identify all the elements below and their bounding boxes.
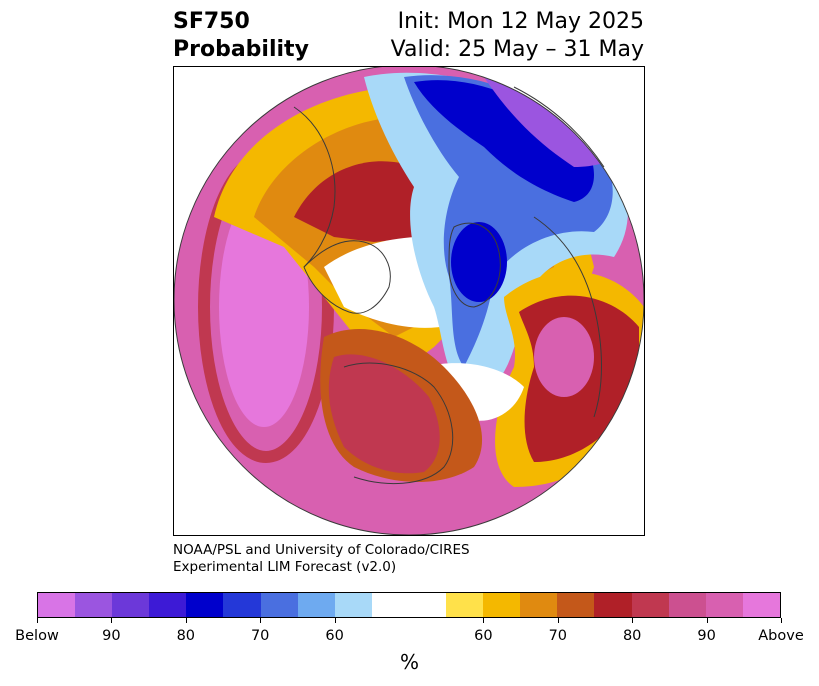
colorbar-tick-mark [483,618,485,623]
colorbar-tick-label: 90 [697,628,716,644]
colorbar-segment [75,593,113,617]
colorbar-tick-mark [632,618,634,623]
above-region-north-america-red [328,354,440,474]
title-variable: SF750 [173,9,250,34]
credit-line-2: Experimental LIM Forecast (v2.0) [173,559,397,575]
colorbar-tick-mark [557,618,559,623]
colorbar-tick-mark [111,618,113,623]
colorbar-segment [631,593,669,617]
init-date: Init: Mon 12 May 2025 [397,9,644,34]
colorbar-segment [446,593,484,617]
coastlines [293,86,605,485]
colorbar-segment [297,593,335,617]
colorbar-tick-mark [260,618,262,623]
credit-line-1: NOAA/PSL and University of Colorado/CIRE… [173,542,470,558]
colorbar-tick-label: 70 [548,628,568,644]
title-right: Init: Mon 12 May 2025 Valid: 25 May – 31… [391,8,644,64]
probability-map [174,67,644,535]
colorbar [37,592,781,618]
colorbar-tick-label: Above [758,628,804,644]
colorbar-segment [483,593,521,617]
colorbar-segment [38,593,76,617]
colorbar-tick-label: Below [15,628,59,644]
colorbar-segment [334,593,372,617]
colorbar-segment [408,593,447,617]
coastline-europe [533,216,602,418]
colorbar-tick-mark [781,618,782,623]
colorbar-segment [186,593,224,617]
coastline-north-america [343,362,454,485]
below-region-deep-blue [414,80,594,202]
colorbar-tick-mark [37,618,38,623]
colorbar-segment [705,593,743,617]
coastline-hudson [303,240,391,314]
valid-range: Valid: 25 May – 31 May [390,37,644,62]
colorbar-tick-label: 80 [176,628,196,644]
coastline-asia [513,86,605,168]
colorbar-segment [223,593,261,617]
colorbar-segment [742,593,780,617]
colorbar-segment [520,593,558,617]
colorbar-segment [112,593,150,617]
colorbar-tick-label: 60 [474,628,493,644]
colorbar-tick-mark [185,618,187,623]
title-left: SF750 Probability [173,8,309,64]
colorbar-segment [371,593,409,617]
colorbar-tick-label: 90 [102,628,121,644]
credit-text: NOAA/PSL and University of Colorado/CIRE… [173,542,470,576]
coastline-greenland [448,222,501,308]
colorbar-ticks: Below 90 80 70 60 60 70 80 90 Above [0,618,819,648]
below-core-deep-blue [451,222,507,302]
above-region-atlantic-pink [534,317,594,397]
colorbar-segment [557,593,595,617]
map-panel [173,66,645,536]
colorbar-segment [668,593,706,617]
colorbar-unit: % [399,650,419,674]
colorbar-tick-mark [334,618,336,623]
globe-fill [174,67,644,535]
title-type: Probability [173,37,309,62]
colorbar-segment [149,593,187,617]
colorbar-segment [594,593,632,617]
colorbar-tick-label: 70 [250,628,270,644]
colorbar-tick-mark [706,618,708,623]
colorbar-tick-label: 60 [325,628,344,644]
coastline-west [293,106,336,268]
colorbar-segment [260,593,298,617]
colorbar-tick-label: 80 [622,628,642,644]
